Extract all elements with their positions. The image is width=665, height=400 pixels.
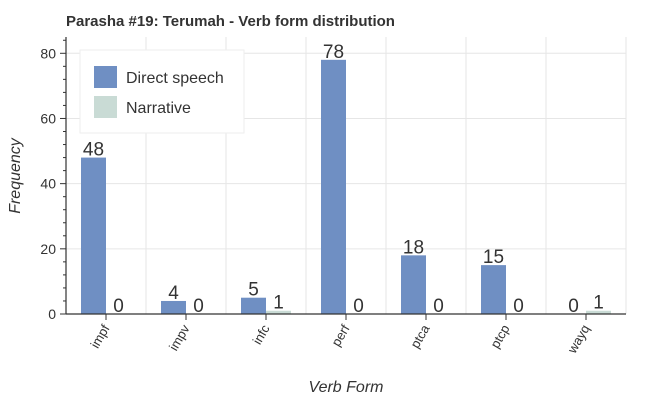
- bar-direct-speech-infc[interactable]: [241, 297, 266, 314]
- bar-direct-speech-ptcp[interactable]: [481, 265, 506, 314]
- bar-direct-speech-ptca[interactable]: [401, 255, 426, 314]
- chart-title: Parasha #19: Terumah - Verb form distrib…: [66, 13, 395, 30]
- legend-swatch: [94, 66, 117, 88]
- bar-narrative-wayq[interactable]: [586, 310, 611, 314]
- data-label: 0: [568, 296, 579, 317]
- data-label: 18: [403, 237, 424, 258]
- data-label: 0: [353, 296, 364, 317]
- bar-direct-speech-impv[interactable]: [161, 300, 186, 314]
- legend-swatch: [94, 96, 117, 118]
- data-label: 0: [433, 296, 444, 317]
- y-tick-label: 20: [40, 241, 56, 257]
- x-axis-label: Verb Form: [309, 379, 384, 396]
- legend-label[interactable]: Direct speech: [126, 70, 224, 87]
- data-label: 1: [273, 293, 284, 314]
- data-label: 4: [168, 283, 179, 304]
- y-tick-label: 0: [48, 306, 56, 322]
- y-tick-label: 60: [40, 110, 56, 126]
- data-label: 0: [113, 296, 124, 317]
- data-label: 78: [323, 42, 344, 63]
- y-axis-label: Frequency: [7, 137, 24, 214]
- data-label: 0: [193, 296, 204, 317]
- data-label: 1: [593, 293, 604, 314]
- data-label: 15: [483, 247, 504, 268]
- bar-direct-speech-impf[interactable]: [81, 157, 106, 314]
- legend-box: [79, 49, 245, 134]
- data-label: 5: [248, 280, 259, 301]
- data-label: 0: [513, 296, 524, 317]
- legend[interactable]: Direct speech Narrative: [79, 49, 245, 134]
- bar-direct-speech-perf[interactable]: [321, 59, 346, 314]
- bar-narrative-infc[interactable]: [266, 310, 291, 314]
- data-label: 48: [83, 140, 104, 161]
- y-tick-label: 80: [40, 45, 56, 61]
- legend-label[interactable]: Narrative: [126, 100, 191, 117]
- y-tick-label: 40: [40, 176, 56, 192]
- bars-layer: [81, 59, 611, 314]
